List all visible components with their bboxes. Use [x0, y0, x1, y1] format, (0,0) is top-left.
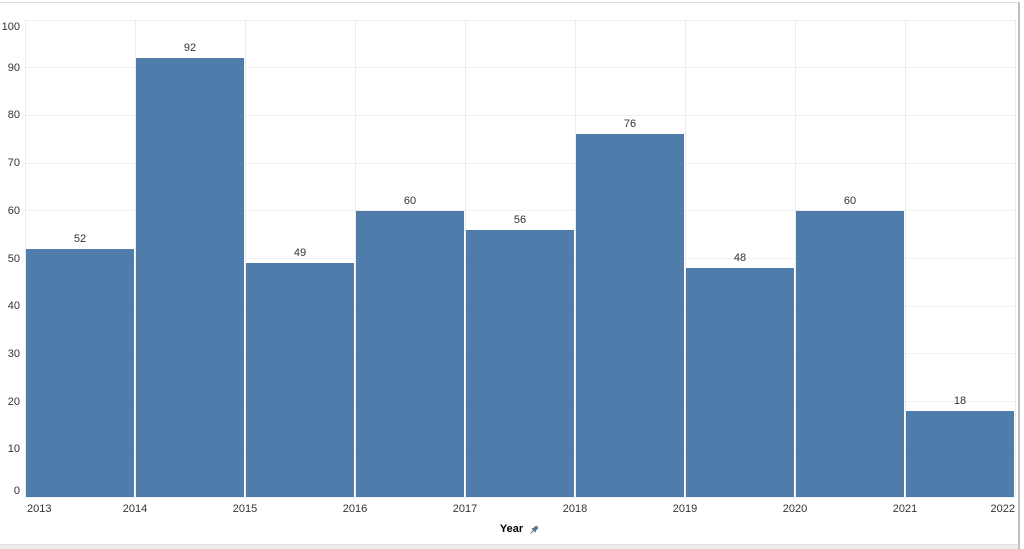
bottom-status-strip: [0, 544, 1018, 549]
y-tick-label: 90: [7, 61, 20, 74]
histogram-bar[interactable]: [906, 411, 1014, 497]
histogram-bar[interactable]: [246, 263, 354, 497]
gridline-horizontal: [25, 114, 1015, 116]
window-top-border: [0, 2, 1020, 3]
y-tick-label: 10: [7, 443, 20, 456]
bar-value-label: 92: [183, 42, 197, 55]
y-tick-label: 60: [7, 204, 20, 217]
plot-area: 52 92 49 60 56 76 48 60 18: [24, 19, 1016, 498]
y-tick-label: 80: [7, 109, 20, 122]
window-right-border: [1018, 2, 1020, 549]
y-tick-label: 30: [7, 347, 20, 360]
gridline-vertical: [244, 20, 246, 497]
histogram-bar[interactable]: [686, 268, 794, 497]
histogram-bar[interactable]: [466, 229, 574, 497]
x-tick-label: 2022: [990, 503, 1015, 515]
gridline-horizontal: [25, 496, 1015, 498]
x-axis-title: Year: [25, 522, 1015, 537]
gridline-vertical: [904, 20, 906, 497]
gridline-horizontal: [25, 67, 1015, 69]
x-tick-label: 2020: [782, 503, 808, 515]
histogram-bar[interactable]: [136, 58, 244, 497]
y-tick-label: 40: [7, 300, 20, 313]
x-tick-label: 2019: [672, 503, 698, 515]
bar-value-label: 76: [623, 118, 637, 131]
gridline-vertical: [134, 20, 136, 497]
x-axis-title-label: Year: [499, 523, 524, 535]
y-tick-label: 20: [7, 395, 20, 408]
gridline-vertical: [464, 20, 466, 497]
bar-value-label: 49: [293, 247, 307, 260]
gridline-vertical: [1014, 20, 1016, 497]
gridline-vertical: [574, 20, 576, 497]
y-tick-label: 70: [7, 157, 20, 170]
pin-icon: [530, 525, 539, 534]
bar-value-label: 52: [73, 232, 87, 245]
y-tick-label: 100: [1, 21, 20, 33]
bar-value-label: 60: [843, 194, 857, 207]
x-tick-label: 2013: [27, 503, 52, 515]
bar-value-label: 48: [733, 252, 747, 265]
gridline-vertical: [24, 20, 26, 497]
x-tick-label: 2017: [452, 503, 478, 515]
y-tick-label: 0: [13, 485, 20, 497]
gridline-vertical: [684, 20, 686, 497]
x-tick-label: 2014: [122, 503, 148, 515]
gridline-horizontal: [25, 162, 1015, 164]
histogram-bar[interactable]: [576, 134, 684, 497]
gridline-horizontal: [25, 19, 1015, 21]
histogram-bar[interactable]: [796, 210, 904, 497]
histogram-bar[interactable]: [356, 210, 464, 497]
x-tick-label: 2018: [562, 503, 588, 515]
x-tick-label: 2021: [892, 503, 918, 515]
x-tick-label: 2016: [342, 503, 368, 515]
bar-value-label: 18: [953, 395, 967, 408]
bar-value-label: 56: [513, 213, 527, 226]
y-tick-label: 50: [7, 252, 20, 265]
histogram-bar[interactable]: [26, 248, 134, 497]
gridline-horizontal: [25, 210, 1015, 212]
bar-value-label: 60: [403, 194, 417, 207]
x-tick-label: 2015: [232, 503, 258, 515]
gridline-vertical: [354, 20, 356, 497]
gridline-vertical: [794, 20, 796, 497]
